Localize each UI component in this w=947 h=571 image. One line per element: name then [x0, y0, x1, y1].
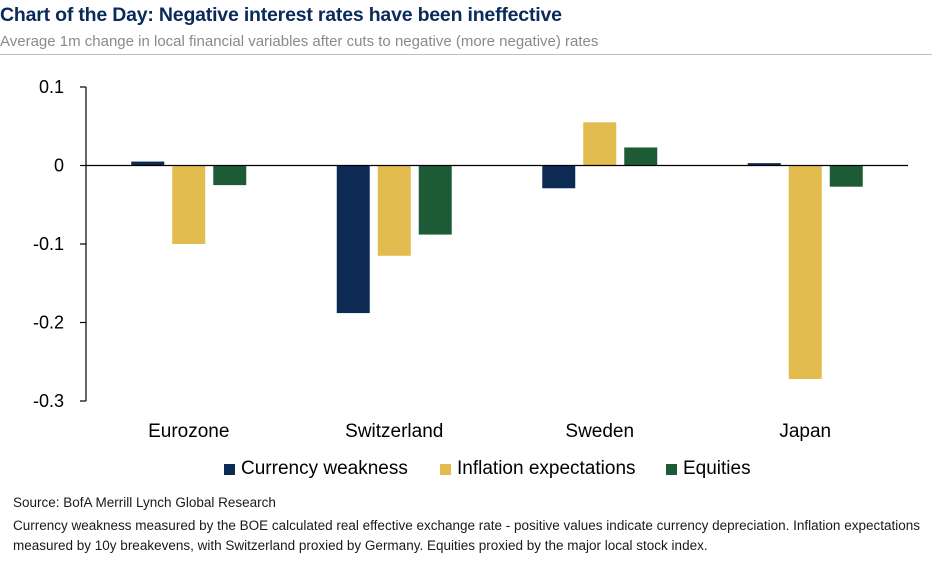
bar-sweden-equities: [624, 147, 658, 166]
legend-label: Currency weakness: [241, 458, 408, 479]
x-tick-label: Japan: [779, 421, 831, 442]
chart-subtitle: Average 1m change in local financial var…: [0, 33, 599, 50]
y-tick-label: 0.1: [39, 77, 64, 97]
legend-swatch: [666, 463, 677, 475]
legend-label: Inflation expectations: [457, 458, 636, 479]
bar-switzerland-inflation-expectations: [377, 165, 411, 256]
legend-item-equities: Equities: [666, 456, 751, 482]
bar-switzerland-currency-weakness: [336, 165, 370, 314]
legend-item-inflation-expectations: Inflation expectations: [440, 456, 636, 482]
legend-label: Equities: [683, 458, 751, 479]
legend-item-currency-weakness: Currency weakness: [224, 456, 408, 482]
bar-eurozone-inflation-expectations: [172, 165, 206, 244]
x-tick-label: Switzerland: [345, 421, 443, 442]
source-note: Source: BofA Merrill Lynch Global Resear…: [13, 495, 276, 510]
bar-japan-equities: [829, 165, 863, 187]
bar-japan-currency-weakness: [747, 163, 781, 166]
chart-legend: Currency weakness Inflation expectations…: [0, 456, 947, 482]
bar-sweden-inflation-expectations: [583, 122, 617, 166]
legend-swatch: [440, 463, 451, 475]
y-tick-label: -0.2: [33, 313, 64, 333]
x-tick-label: Sweden: [565, 421, 634, 442]
bar-eurozone-currency-weakness: [131, 161, 165, 166]
chart-title: Chart of the Day: Negative interest rate…: [0, 4, 562, 26]
bar-chart: 0.1 0 -0.1 -0.2 -0.3 Eurozone Switzerland Swede…: [33, 77, 908, 442]
methodology-note: Currency weakness measured by the BOE ca…: [13, 518, 920, 553]
x-tick-label: Eurozone: [148, 421, 229, 442]
y-tick-label: 0: [54, 156, 64, 176]
y-tick-label: -0.1: [33, 234, 64, 254]
title-divider: [0, 54, 932, 55]
bar-japan-inflation-expectations: [788, 165, 822, 380]
legend-swatch: [224, 463, 235, 475]
bar-eurozone-equities: [213, 165, 247, 186]
bar-sweden-currency-weakness: [542, 165, 576, 189]
bar-switzerland-equities: [418, 165, 452, 235]
y-tick-label: -0.3: [33, 391, 64, 411]
